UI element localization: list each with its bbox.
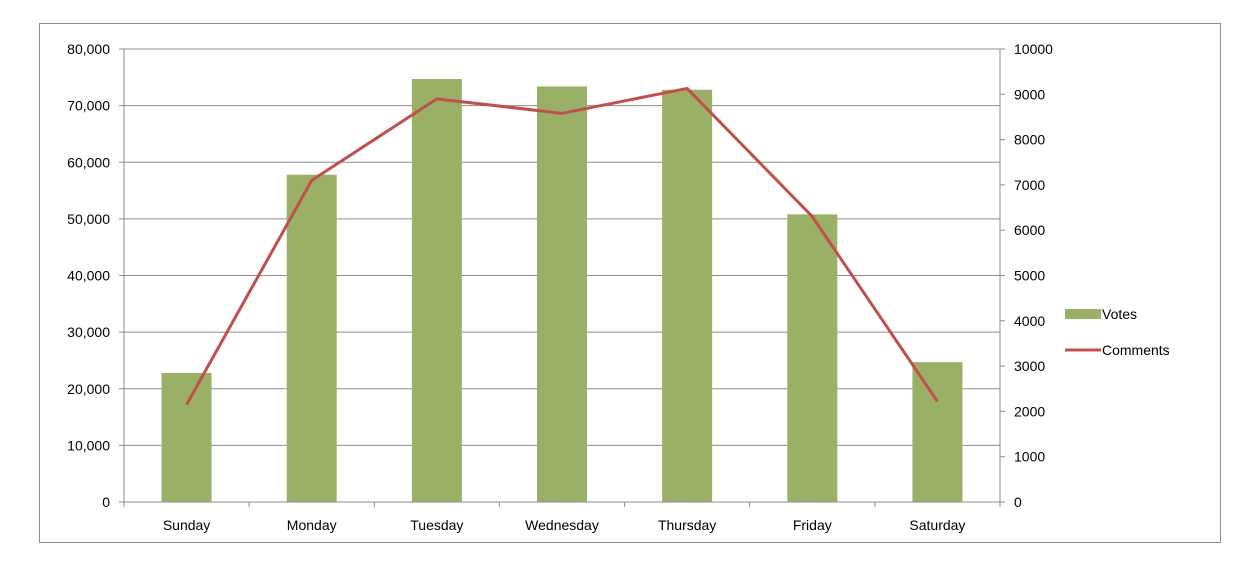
right-axis-tick-label: 4000 (1014, 313, 1045, 329)
comments-line (185, 86, 939, 406)
left-axis-tick-label: 40,000 (67, 268, 110, 284)
votes-bar (537, 86, 587, 502)
combo-chart: 0 10,000 20,000 30,000 40,000 50,000 60,000 70,… (67, 41, 1170, 533)
votes-bar (161, 372, 212, 502)
votes-bars (161, 79, 963, 503)
x-axis-tick-label: Saturday (909, 517, 965, 533)
votes-bar (787, 214, 838, 502)
x-axis-tick-label: Tuesday (410, 517, 463, 533)
x-axis-tick-label: Monday (287, 517, 337, 533)
right-axis-tick-label: 7000 (1014, 177, 1045, 193)
x-axis-tick-label: Wednesday (525, 517, 599, 533)
x-axis-tick-label: Sunday (163, 517, 210, 533)
right-axis-tick-label: 8000 (1014, 132, 1045, 148)
right-axis-tick-label: 1000 (1014, 449, 1045, 465)
left-axis-tick-label: 0 (102, 494, 110, 510)
left-axis-tick-label: 70,000 (67, 98, 110, 114)
right-axis-tick-label: 6000 (1014, 222, 1045, 238)
chart-frame: 0 10,000 20,000 30,000 40,000 50,000 60,000 70,… (39, 23, 1221, 543)
votes-bar (411, 79, 462, 503)
legend-label: Votes (1102, 306, 1137, 322)
legend: Votes Comments (1065, 306, 1170, 358)
right-axis-tick-label: 5000 (1014, 268, 1045, 284)
right-axis-tick-label: 3000 (1014, 358, 1045, 374)
left-axis-tick-label: 20,000 (67, 381, 110, 397)
right-axis-tick-label: 10000 (1014, 41, 1053, 57)
votes-bar (662, 89, 713, 503)
left-axis-tick-label: 50,000 (67, 211, 110, 227)
votes-bar (912, 362, 963, 502)
right-axis-tick-label: 9000 (1014, 86, 1045, 102)
left-axis-tick-label: 80,000 (67, 41, 110, 57)
legend-swatch-votes (1065, 309, 1101, 319)
axes (119, 48, 1005, 507)
left-axis-tick-label: 10,000 (67, 437, 110, 453)
tick-labels: 0 10,000 20,000 30,000 40,000 50,000 60,000 70,… (67, 41, 1053, 533)
right-axis-tick-label: 0 (1014, 494, 1022, 510)
legend-label: Comments (1102, 342, 1170, 358)
left-axis-tick-label: 60,000 (67, 154, 110, 170)
x-axis-tick-label: Thursday (658, 517, 716, 533)
right-axis-tick-label: 2000 (1014, 403, 1045, 419)
x-axis-tick-label: Friday (793, 517, 832, 533)
left-axis-tick-label: 30,000 (67, 324, 110, 340)
votes-bar (286, 174, 337, 502)
comments-line-path (185, 86, 939, 406)
